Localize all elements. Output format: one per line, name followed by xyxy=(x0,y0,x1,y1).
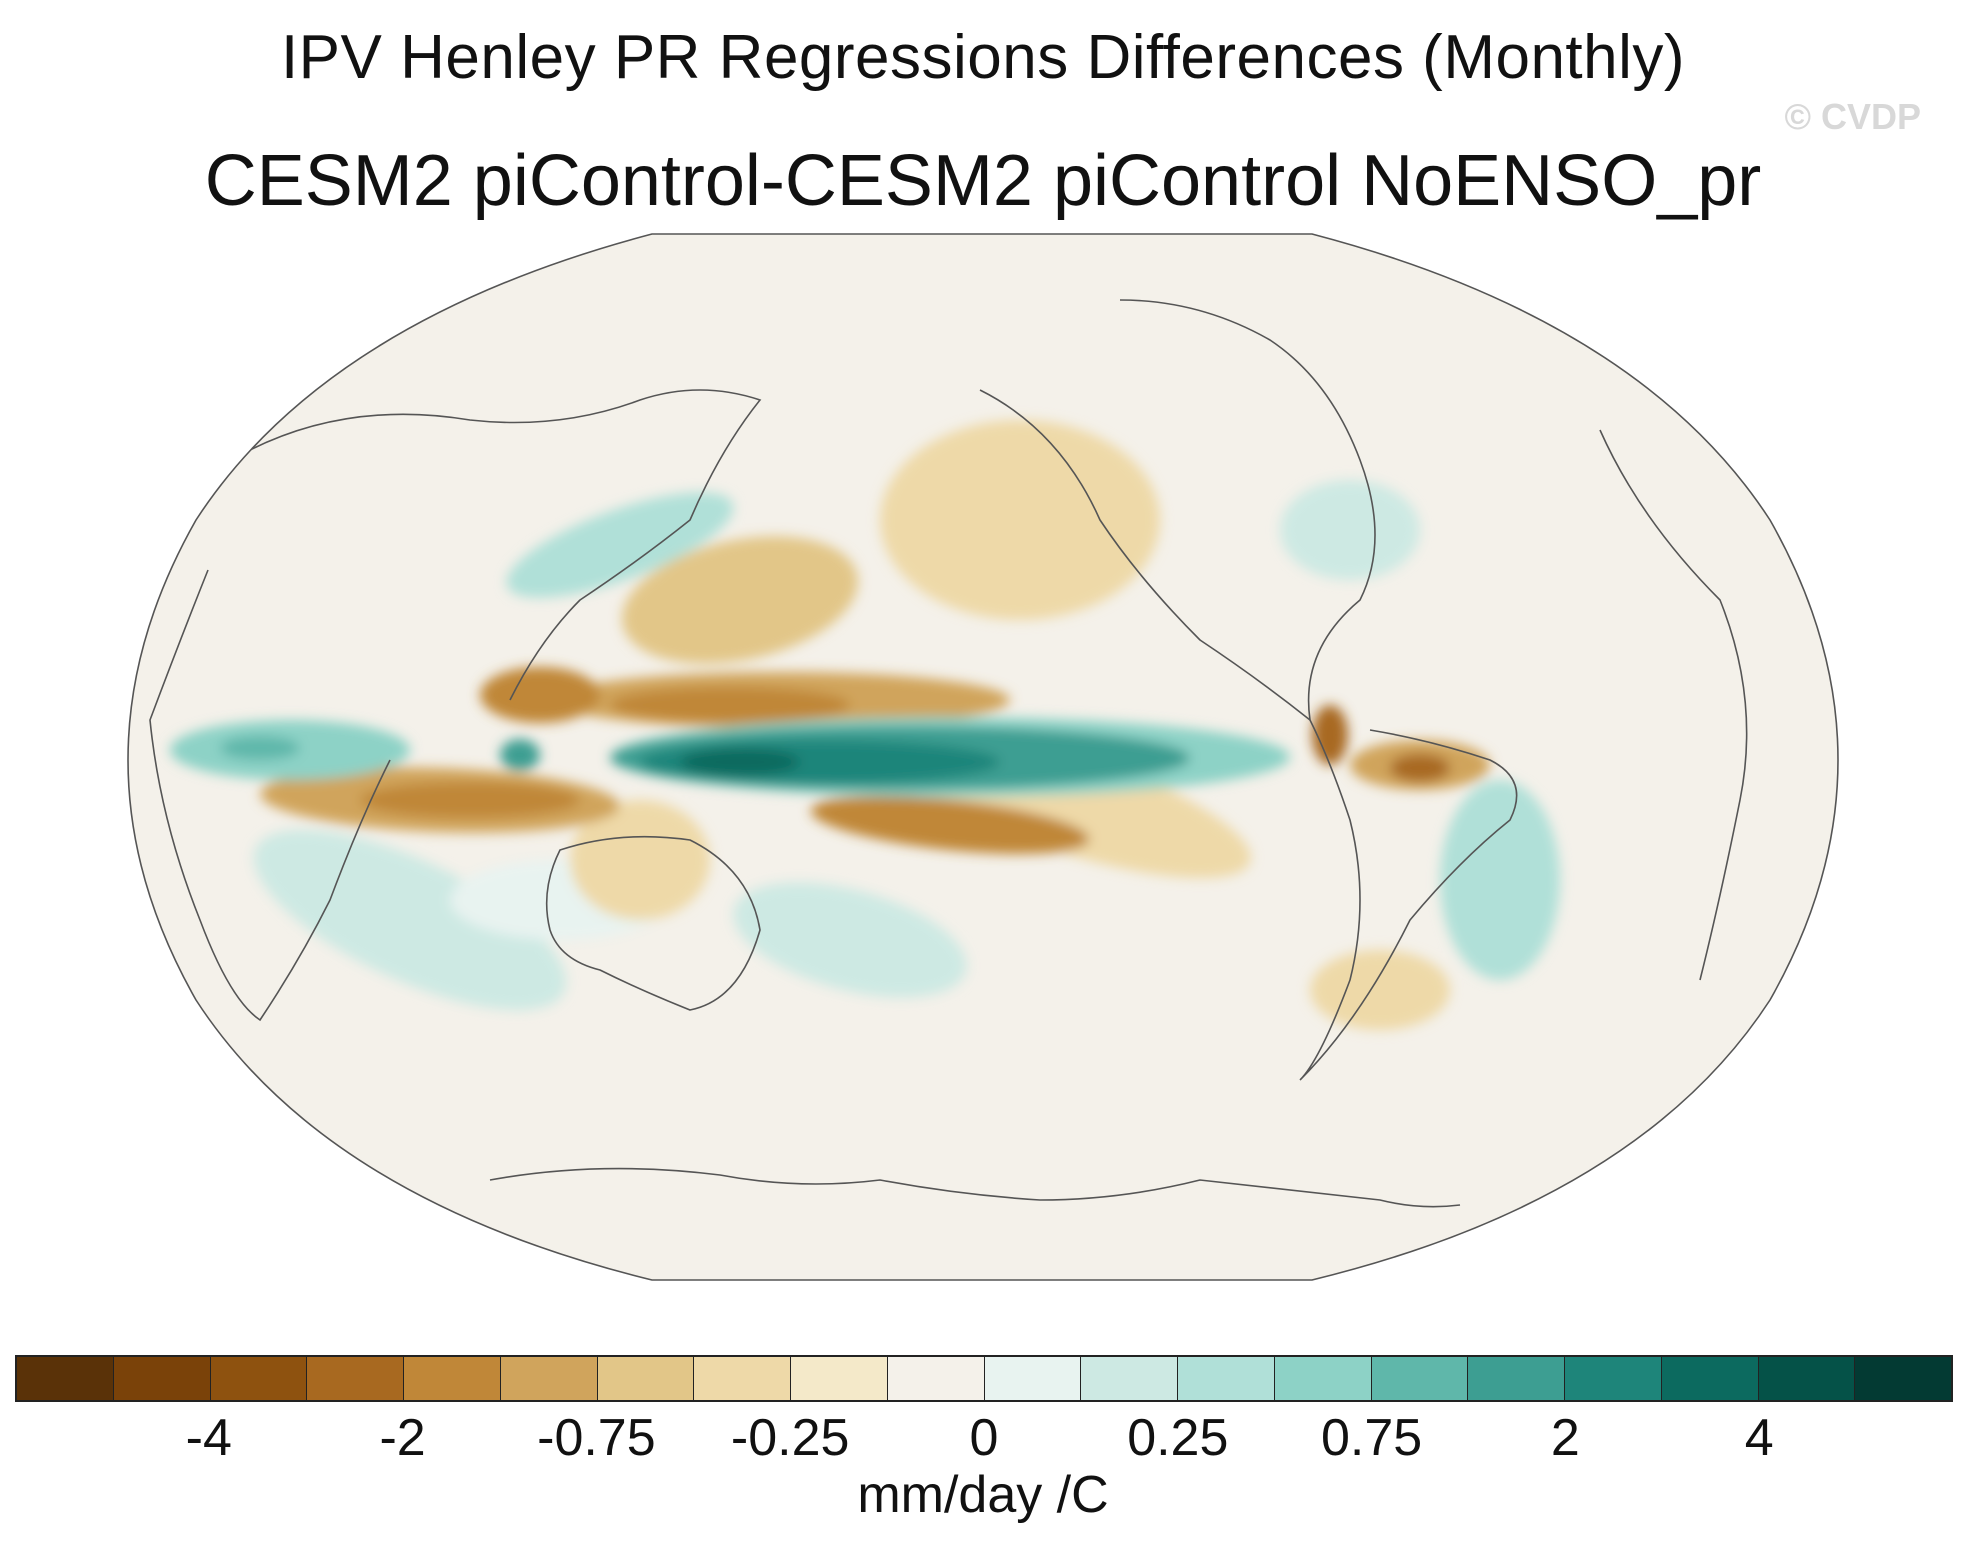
map-title: IPV Henley PR Regressions Differences (M… xyxy=(280,23,1686,92)
colorbar-tick-label: -0.75 xyxy=(537,1409,656,1467)
colorbar-swatch xyxy=(1178,1357,1275,1400)
anomaly-patch xyxy=(570,800,710,920)
colorbar-swatch xyxy=(113,1357,211,1400)
map-subtitle: CESM2 piControl-CESM2 piControl NoENSO_p… xyxy=(204,141,1762,221)
anomaly-patch xyxy=(610,687,850,723)
anomaly-patch xyxy=(621,536,859,664)
asia-coastline xyxy=(249,389,762,701)
colorbar-swatch xyxy=(1468,1357,1565,1400)
colorbar-swatch xyxy=(1081,1357,1178,1400)
australia-coastline xyxy=(545,835,761,1011)
colorbar-swatch xyxy=(1274,1357,1372,1400)
anomaly-patch xyxy=(480,667,600,723)
antarctica-coastline xyxy=(489,1167,1461,1208)
anomaly-patch xyxy=(880,420,1160,620)
coastlines xyxy=(149,299,1748,1208)
cvdp-watermark: © CVDP xyxy=(1784,96,1921,137)
colorbar-swatch xyxy=(694,1357,791,1400)
anomaly-patch xyxy=(1312,705,1348,765)
colorbar-swatch xyxy=(17,1357,114,1400)
colorbar-swatch xyxy=(1661,1357,1759,1400)
colorbar-swatch xyxy=(887,1357,985,1400)
colorbar xyxy=(15,1355,1953,1402)
precip-anomaly-field xyxy=(170,420,1560,1030)
colorbar-tick-label: 0 xyxy=(969,1409,999,1467)
anomaly-patch xyxy=(733,882,967,998)
colorbar-tick-label: -4 xyxy=(185,1409,232,1467)
anomaly-patch xyxy=(220,736,300,760)
anomaly-patch xyxy=(506,492,734,598)
colorbar-swatch xyxy=(791,1357,888,1400)
colorbar-swatch xyxy=(307,1357,404,1400)
colorbar-swatch xyxy=(984,1357,1082,1400)
anomaly-patch xyxy=(1390,754,1450,782)
colorbar-swatch xyxy=(1371,1357,1469,1400)
anomaly-patch xyxy=(1310,950,1450,1030)
colorbar-swatch xyxy=(210,1357,308,1400)
anomaly-patch xyxy=(1440,780,1560,980)
colorbar-units: mm/day /C xyxy=(857,1466,1109,1524)
colorbar-tick-label: 0.75 xyxy=(1320,1409,1423,1467)
anomaly-patch xyxy=(500,739,540,771)
anomaly-patch xyxy=(680,748,800,776)
colorbar-swatch xyxy=(404,1357,501,1400)
colorbar-swatch xyxy=(1855,1357,1951,1400)
colorbar-tick-label: -2 xyxy=(379,1409,426,1467)
anomaly-patch xyxy=(1280,480,1420,580)
colorbar-swatch xyxy=(597,1357,695,1400)
colorbar-swatch xyxy=(1565,1357,1662,1400)
anomaly-patch xyxy=(253,829,567,1011)
colorbar-tick-label: -0.25 xyxy=(730,1409,850,1467)
africa-coastline xyxy=(149,569,391,1022)
globe-outline xyxy=(127,233,1839,1281)
north-america-coastline xyxy=(979,299,1376,722)
colorbar-tick-label: 4 xyxy=(1744,1409,1774,1467)
colorbar-swatch xyxy=(1758,1357,1856,1400)
europe-africa-east-coastline xyxy=(1599,429,1748,981)
colorbar-swatch xyxy=(500,1357,598,1400)
south-america-coastline xyxy=(1299,719,1518,1081)
colorbar-tick-label: 2 xyxy=(1550,1409,1580,1467)
colorbar-tick-label: 0.25 xyxy=(1127,1409,1229,1467)
anomaly-patch xyxy=(360,782,580,818)
anomaly-patch xyxy=(810,796,1090,854)
